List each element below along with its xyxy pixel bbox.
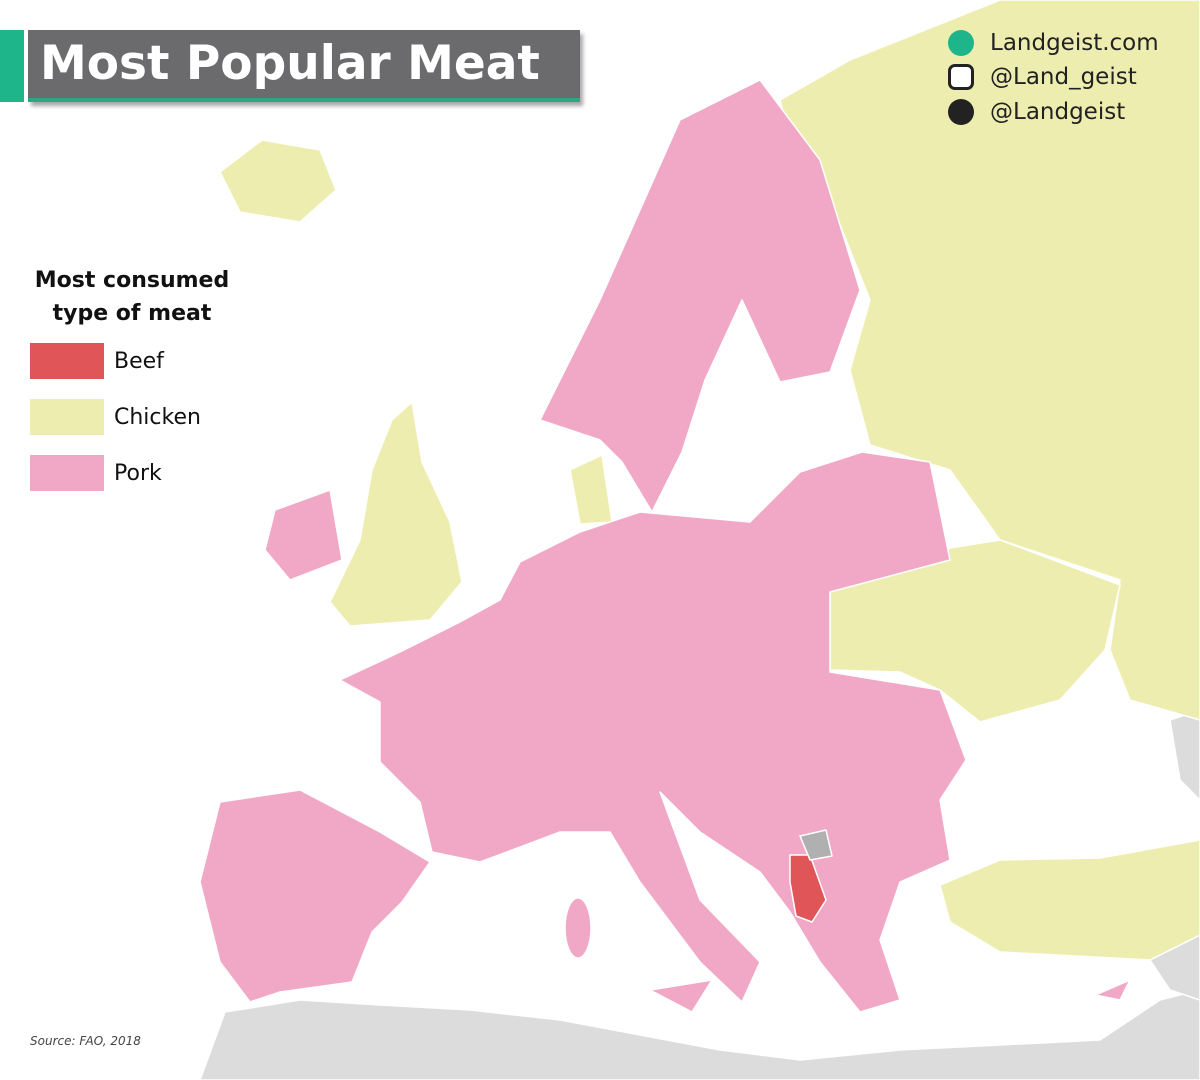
credit-text: Landgeist.com xyxy=(990,30,1159,56)
legend-item: Beef xyxy=(30,342,164,380)
africa-land xyxy=(199,989,1200,1080)
title-accent xyxy=(0,30,24,102)
title: Most Popular Meat xyxy=(40,36,540,91)
denmark xyxy=(569,454,613,525)
legend-swatch xyxy=(30,455,104,491)
legend-item: Chicken xyxy=(30,398,201,436)
turkey xyxy=(939,839,1200,961)
iberia xyxy=(199,789,431,1003)
twitter-icon xyxy=(948,99,974,125)
instagram-icon xyxy=(948,64,974,90)
iceland xyxy=(219,139,337,223)
credit: Landgeist.com xyxy=(948,28,1159,58)
legend-title: Most consumed type of meat xyxy=(34,268,230,326)
sardinia xyxy=(564,897,592,959)
ireland xyxy=(264,489,343,581)
credit: @Landgeist xyxy=(948,97,1125,127)
legend-label: Pork xyxy=(114,460,162,486)
scandinavia xyxy=(539,79,861,513)
source: Source: FAO, 2018 xyxy=(30,1034,141,1048)
kosovo xyxy=(799,829,833,861)
russia xyxy=(779,0,1200,721)
legend-label: Chicken xyxy=(114,404,201,430)
title-banner xyxy=(28,30,580,102)
legend-item: Pork xyxy=(30,454,162,492)
legend-label: Beef xyxy=(114,348,164,374)
globe-icon xyxy=(948,30,974,56)
ukraine xyxy=(829,539,1121,723)
legend-swatch xyxy=(30,399,104,435)
cyprus xyxy=(1094,979,1131,1001)
sicily xyxy=(649,979,713,1013)
credit: @Land_geist xyxy=(948,62,1137,92)
united-kingdom xyxy=(329,401,463,627)
credit-text: @Land_geist xyxy=(990,64,1137,90)
legend-swatch xyxy=(30,343,104,379)
credit-text: @Landgeist xyxy=(990,99,1126,125)
caucasus-land xyxy=(1169,709,1200,801)
